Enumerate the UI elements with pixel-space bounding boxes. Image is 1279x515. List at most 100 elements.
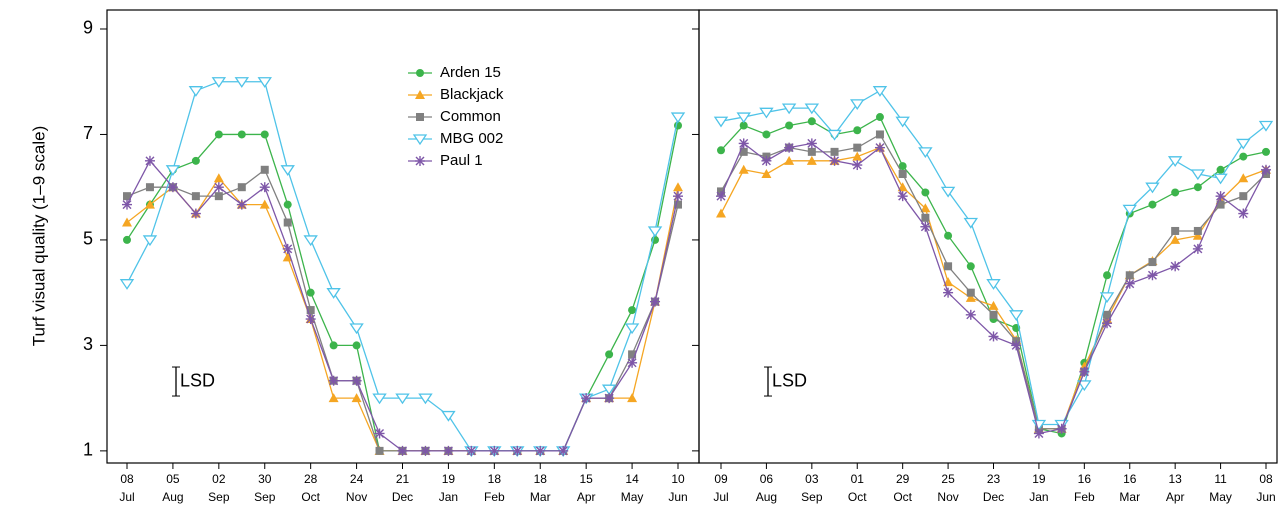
marker xyxy=(1167,156,1183,167)
marker xyxy=(920,221,931,232)
marker xyxy=(716,191,726,202)
x-tick-label: Jan xyxy=(439,490,458,504)
marker xyxy=(214,130,223,139)
x-tick-label: 14 xyxy=(625,472,639,486)
marker xyxy=(259,199,270,209)
marker xyxy=(236,199,247,210)
marker-stroke xyxy=(535,446,545,456)
x-tick-label: 11 xyxy=(1214,472,1227,486)
marker xyxy=(781,103,797,115)
x-tick-label: 19 xyxy=(442,472,456,486)
marker-stroke xyxy=(1170,261,1180,271)
x-tick-label: Mar xyxy=(1119,490,1140,504)
marker xyxy=(1170,234,1181,244)
marker xyxy=(627,393,638,403)
marker xyxy=(214,192,223,201)
marker xyxy=(260,130,269,139)
marker xyxy=(351,375,362,386)
marker xyxy=(739,121,748,130)
y-axis-label: Turf visual quality (1–9 scale) xyxy=(29,126,48,346)
marker xyxy=(234,77,250,88)
marker xyxy=(188,86,204,97)
marker xyxy=(1236,138,1251,150)
marker xyxy=(738,164,749,174)
marker xyxy=(806,155,817,165)
marker xyxy=(986,279,1001,290)
legend-label: Blackjack xyxy=(440,86,504,103)
marker xyxy=(1261,164,1271,175)
marker-stroke xyxy=(1261,165,1271,175)
marker-stroke xyxy=(1216,191,1226,201)
marker xyxy=(1008,310,1024,321)
x-tick-label: Sep xyxy=(208,490,230,504)
x-tick-label: 05 xyxy=(166,472,180,486)
marker xyxy=(1103,310,1112,319)
x-tick-label: 09 xyxy=(714,472,728,486)
marker xyxy=(1215,191,1226,202)
marker xyxy=(237,130,246,139)
marker xyxy=(736,112,751,124)
x-tick-label: Feb xyxy=(1074,490,1095,504)
marker xyxy=(1147,270,1158,281)
marker-stroke xyxy=(716,191,726,201)
marker xyxy=(670,112,686,124)
x-tick-label: Apr xyxy=(577,490,596,504)
marker xyxy=(784,155,795,165)
marker xyxy=(785,121,794,130)
marker-stroke xyxy=(145,156,155,166)
marker xyxy=(326,288,341,299)
marker xyxy=(443,445,454,456)
x-tick-label: Dec xyxy=(392,490,413,504)
marker xyxy=(581,393,592,404)
marker xyxy=(807,117,816,126)
marker xyxy=(303,235,318,247)
x-tick-label: 10 xyxy=(671,472,685,486)
marker xyxy=(1262,147,1270,156)
marker xyxy=(943,287,954,298)
x-tick-label: 16 xyxy=(1078,472,1092,486)
marker xyxy=(628,306,637,315)
marker-stroke xyxy=(784,143,794,153)
x-tick-label: 18 xyxy=(488,472,502,486)
marker xyxy=(283,218,292,227)
marker xyxy=(1171,188,1180,197)
marker xyxy=(416,113,424,121)
x-tick-label: Aug xyxy=(162,490,183,504)
legend-entry: Paul 1 xyxy=(408,152,483,169)
legend-entry: Arden 15 xyxy=(408,64,501,81)
marker-stroke xyxy=(604,393,614,403)
marker-stroke xyxy=(807,138,817,148)
marker xyxy=(762,130,771,139)
marker xyxy=(897,182,908,192)
marker xyxy=(829,155,840,166)
marker xyxy=(1033,428,1044,439)
legend-label: Common xyxy=(440,108,501,125)
y-tick-label: 5 xyxy=(83,229,93,249)
marker xyxy=(804,103,820,115)
marker xyxy=(1056,423,1067,434)
y-tick-label: 1 xyxy=(83,440,93,460)
lsd-label: LSD xyxy=(772,370,807,390)
marker xyxy=(144,199,155,209)
x-tick-label: 06 xyxy=(760,472,774,486)
x-tick-label: 08 xyxy=(120,472,134,486)
marker xyxy=(875,130,884,139)
marker-stroke xyxy=(283,244,293,254)
marker xyxy=(1238,173,1249,183)
x-tick-label: May xyxy=(1209,490,1232,504)
marker-stroke xyxy=(329,376,339,386)
marker xyxy=(211,77,227,88)
x-tick-label: 23 xyxy=(987,472,1001,486)
marker xyxy=(1102,318,1113,329)
marker xyxy=(1213,173,1228,185)
x-tick-label: 13 xyxy=(1168,472,1182,486)
marker xyxy=(415,90,425,99)
marker xyxy=(374,428,385,439)
marker xyxy=(1170,261,1181,272)
marker xyxy=(604,393,615,404)
marker-stroke xyxy=(352,376,362,386)
x-tick-label: 19 xyxy=(1032,472,1046,486)
marker-stroke xyxy=(214,182,224,192)
marker-stroke xyxy=(420,446,430,456)
marker xyxy=(898,162,907,171)
